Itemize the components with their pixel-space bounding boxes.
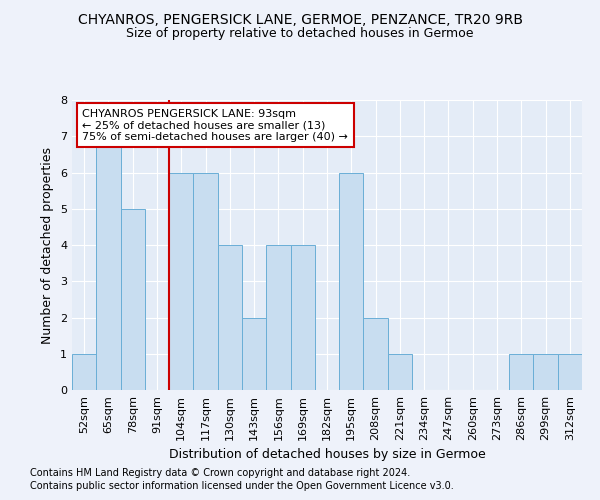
Bar <box>242 318 266 390</box>
Bar <box>72 354 96 390</box>
Bar <box>96 136 121 390</box>
Text: CHYANROS PENGERSICK LANE: 93sqm
← 25% of detached houses are smaller (13)
75% of: CHYANROS PENGERSICK LANE: 93sqm ← 25% of… <box>82 108 348 142</box>
Bar <box>364 318 388 390</box>
Bar <box>509 354 533 390</box>
Text: Contains public sector information licensed under the Open Government Licence v3: Contains public sector information licen… <box>30 481 454 491</box>
Text: Size of property relative to detached houses in Germoe: Size of property relative to detached ho… <box>126 28 474 40</box>
Text: CHYANROS, PENGERSICK LANE, GERMOE, PENZANCE, TR20 9RB: CHYANROS, PENGERSICK LANE, GERMOE, PENZA… <box>77 12 523 26</box>
Bar <box>388 354 412 390</box>
Bar <box>169 172 193 390</box>
Y-axis label: Number of detached properties: Number of detached properties <box>41 146 55 344</box>
Bar <box>290 245 315 390</box>
Bar <box>218 245 242 390</box>
X-axis label: Distribution of detached houses by size in Germoe: Distribution of detached houses by size … <box>169 448 485 462</box>
Bar <box>121 209 145 390</box>
Text: Contains HM Land Registry data © Crown copyright and database right 2024.: Contains HM Land Registry data © Crown c… <box>30 468 410 477</box>
Bar <box>533 354 558 390</box>
Bar <box>339 172 364 390</box>
Bar <box>558 354 582 390</box>
Bar <box>266 245 290 390</box>
Bar <box>193 172 218 390</box>
